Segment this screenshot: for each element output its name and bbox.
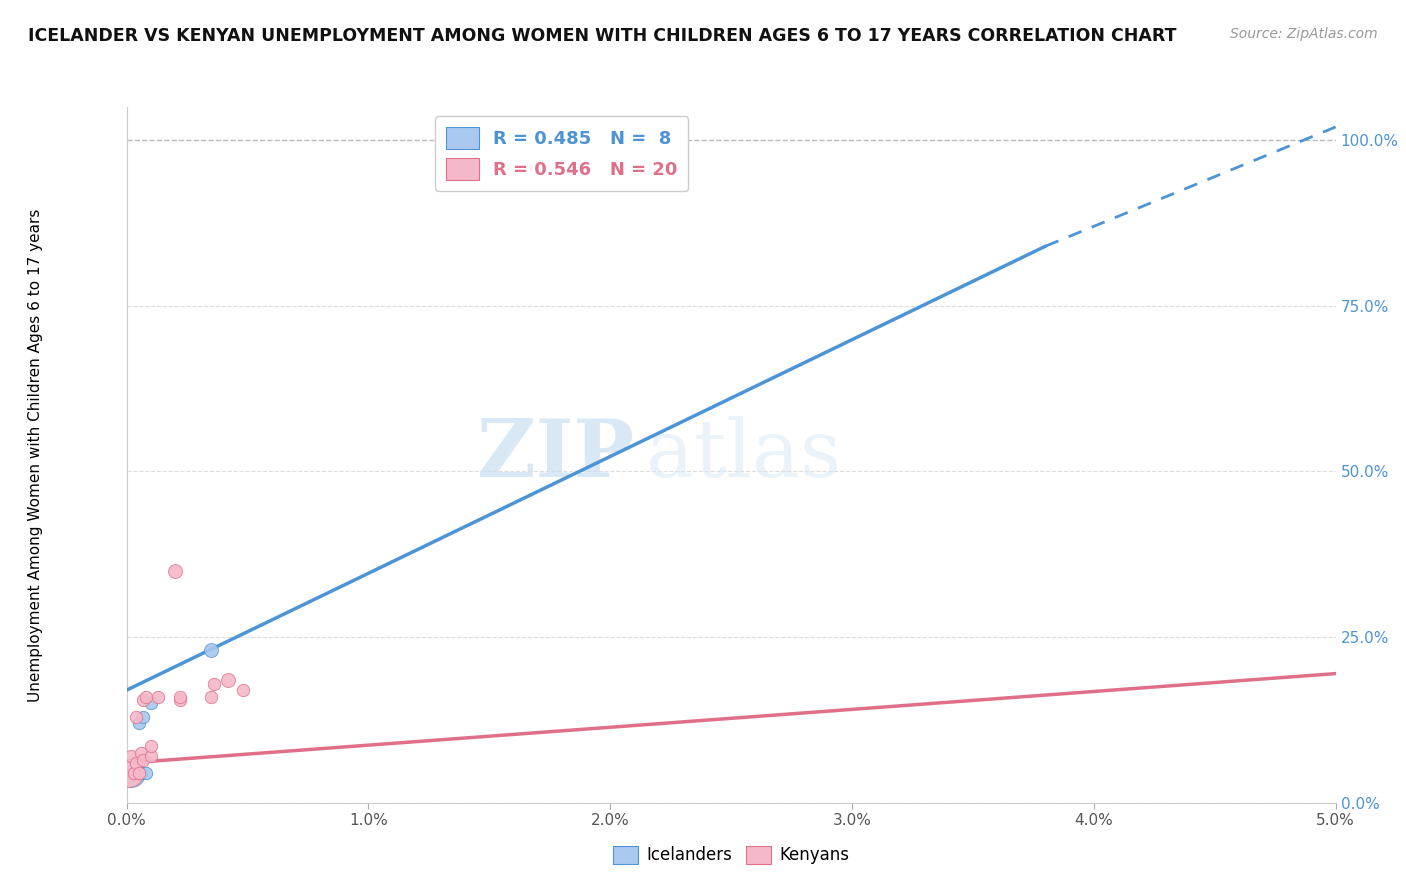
Point [135, 690, 157, 704]
Text: ICELANDER VS KENYAN UNEMPLOYMENT AMONG WOMEN WITH CHILDREN AGES 6 TO 17 YEARS CO: ICELANDER VS KENYAN UNEMPLOYMENT AMONG W… [28, 27, 1177, 45]
Point [120, 749, 142, 764]
Text: ZIP: ZIP [478, 416, 634, 494]
Point [139, 739, 162, 754]
Point [118, 766, 141, 780]
Point [200, 690, 222, 704]
Point [129, 746, 152, 760]
Point [169, 690, 191, 704]
Point [120, 766, 142, 780]
Point [139, 697, 162, 711]
Point [146, 690, 169, 704]
Text: atlas: atlas [647, 416, 842, 494]
Point [122, 766, 145, 780]
Point [128, 766, 150, 780]
Point [169, 693, 191, 707]
Point [200, 643, 222, 657]
Point [129, 766, 152, 780]
Point [125, 709, 148, 723]
Legend: Icelanders, Kenyans: Icelanders, Kenyans [606, 839, 856, 871]
Text: Source: ZipAtlas.com: Source: ZipAtlas.com [1230, 27, 1378, 41]
Point [135, 766, 157, 780]
Point [163, 564, 186, 578]
Point [232, 683, 254, 698]
Point [125, 756, 148, 770]
Point [132, 753, 155, 767]
Point [139, 749, 162, 764]
Point [122, 766, 145, 780]
Point [217, 673, 239, 688]
Point [132, 709, 155, 723]
Point [132, 693, 155, 707]
Text: Unemployment Among Women with Children Ages 6 to 17 years: Unemployment Among Women with Children A… [28, 208, 42, 702]
Point [128, 716, 150, 731]
Point [202, 676, 225, 690]
